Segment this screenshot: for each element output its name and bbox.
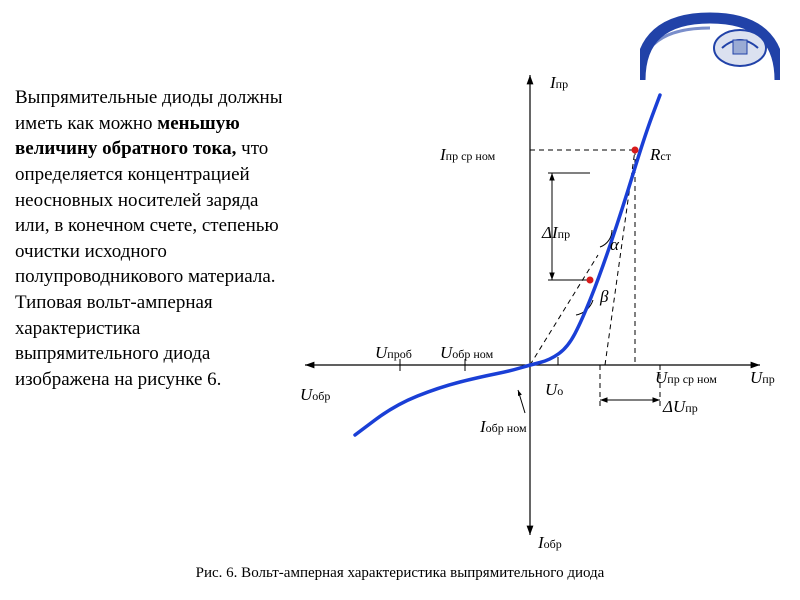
- label-Iobr_nom: Iобр ном: [480, 417, 527, 437]
- label-Uo: Uо: [545, 380, 563, 400]
- label-Upr_sr_nom: Uпр ср ном: [655, 368, 717, 388]
- label-dUpr: ΔUпр: [663, 397, 698, 417]
- label-Uobr_nom: Uобр ном: [440, 343, 493, 363]
- label-Ipr_sr_nom: Iпр ср ном: [440, 145, 495, 165]
- para2: Типовая вольт-амперная характеристика вы…: [15, 292, 221, 390]
- label-alpha: α: [610, 235, 619, 255]
- label-Uprob: Uпроб: [375, 343, 412, 363]
- label-Uobr_axis: Uобр: [300, 385, 330, 405]
- para1-start: Выпрямительные диоды должны иметь как мо…: [15, 87, 282, 134]
- label-Upr_axis: Uпр: [750, 368, 775, 388]
- iv-curve-chart: IпрIобрUпрUобрIпр ср номRстΔIпрαβUпробUо…: [300, 55, 790, 545]
- label-Rst: Rст: [650, 145, 671, 165]
- description-text: Выпрямительные диоды должны иметь как мо…: [15, 85, 285, 393]
- figure-caption: Рис. 6. Вольт-амперная характеристика вы…: [0, 565, 800, 582]
- label-dIpr: ΔIпр: [542, 223, 570, 243]
- label-Iobr_axis: Iобр: [538, 533, 562, 553]
- label-Ipr_axis: Iпр: [550, 73, 568, 93]
- para1-end: что определяется концентрацией неосновны…: [15, 138, 279, 287]
- label-beta: β: [600, 287, 608, 307]
